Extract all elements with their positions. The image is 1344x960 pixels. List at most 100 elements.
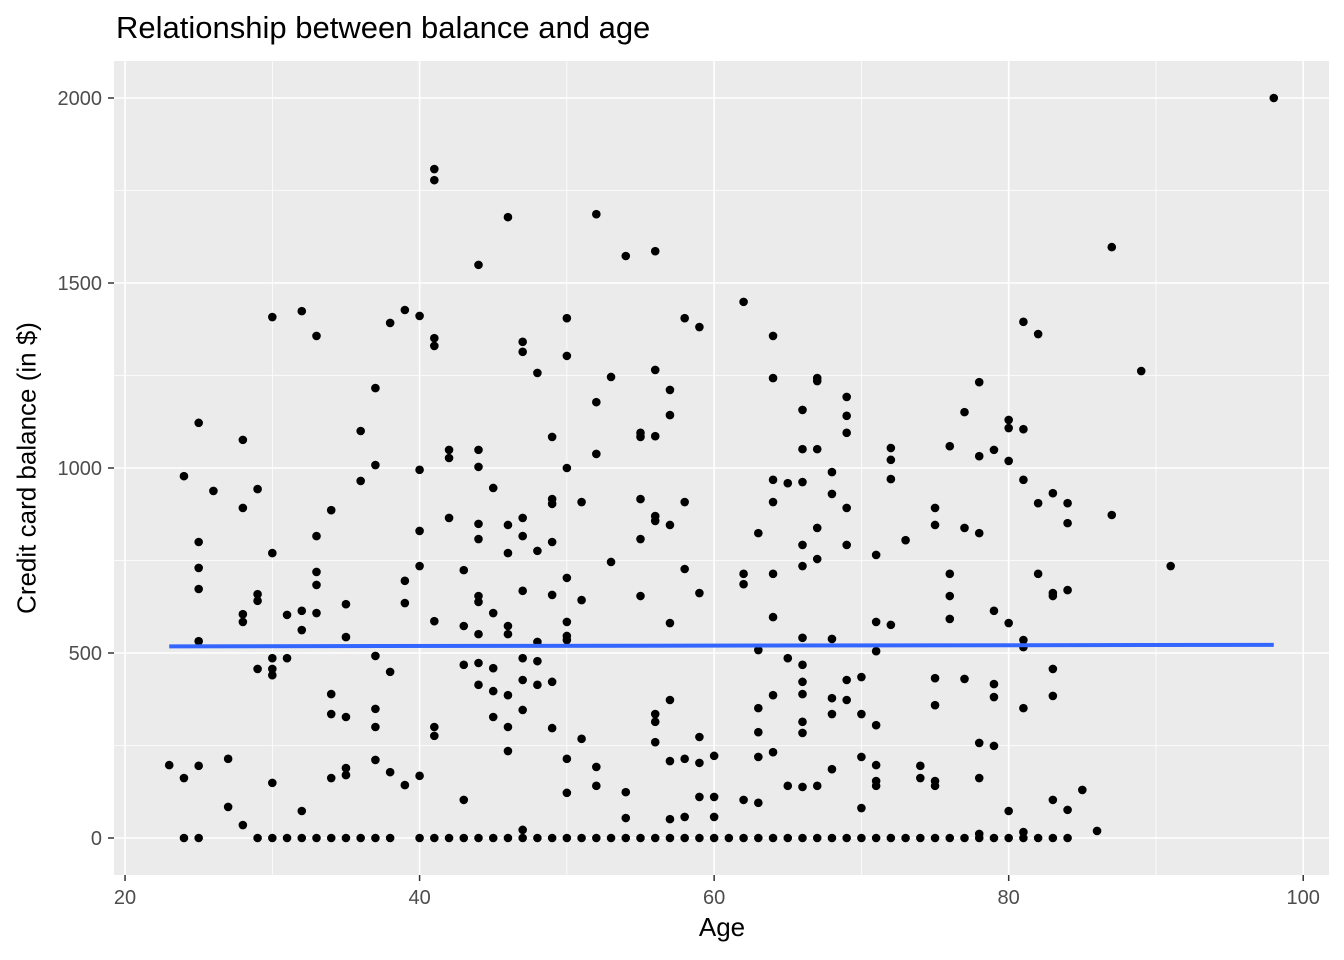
data-point bbox=[518, 337, 527, 347]
data-point bbox=[989, 741, 999, 751]
data-point bbox=[268, 653, 277, 663]
data-point bbox=[312, 580, 321, 590]
data-point bbox=[547, 499, 557, 509]
data-point bbox=[312, 833, 321, 843]
data-point bbox=[754, 528, 763, 538]
data-point bbox=[488, 663, 498, 673]
data-point bbox=[827, 467, 837, 477]
data-point bbox=[1063, 585, 1072, 595]
data-point bbox=[268, 670, 277, 680]
data-point bbox=[194, 537, 203, 547]
data-point bbox=[474, 519, 483, 529]
data-point bbox=[547, 590, 557, 600]
y-tick-label: 2000 bbox=[58, 88, 103, 110]
data-point bbox=[871, 833, 881, 843]
data-point bbox=[444, 513, 454, 523]
data-point bbox=[798, 561, 807, 571]
data-point bbox=[945, 441, 955, 451]
data-point bbox=[768, 331, 778, 341]
data-point bbox=[665, 520, 675, 530]
data-point bbox=[783, 478, 793, 488]
data-point bbox=[916, 761, 925, 771]
data-point bbox=[400, 598, 410, 608]
data-point bbox=[253, 833, 262, 843]
data-point bbox=[974, 833, 984, 843]
data-point bbox=[680, 812, 689, 822]
data-point bbox=[297, 606, 307, 616]
data-point bbox=[709, 792, 719, 802]
data-point bbox=[842, 428, 851, 438]
data-point bbox=[974, 773, 984, 783]
data-point bbox=[518, 653, 527, 663]
data-point bbox=[636, 494, 645, 504]
data-point bbox=[194, 761, 203, 771]
data-point bbox=[503, 690, 513, 700]
data-point bbox=[297, 833, 307, 843]
data-point bbox=[488, 686, 498, 696]
data-point bbox=[709, 812, 719, 822]
data-point bbox=[945, 833, 955, 843]
data-point bbox=[783, 833, 793, 843]
data-point bbox=[636, 432, 645, 442]
regression-line-group bbox=[169, 642, 1274, 649]
data-point bbox=[444, 445, 454, 455]
data-point bbox=[709, 833, 719, 843]
data-point bbox=[268, 833, 277, 843]
data-point bbox=[474, 597, 483, 607]
data-point bbox=[592, 781, 601, 791]
data-point bbox=[1004, 618, 1013, 628]
data-point bbox=[665, 618, 675, 628]
data-point bbox=[430, 175, 439, 185]
data-point bbox=[253, 664, 262, 674]
data-point bbox=[650, 717, 660, 727]
data-point bbox=[415, 311, 424, 321]
data-point bbox=[474, 680, 483, 690]
data-point bbox=[842, 411, 851, 421]
data-point bbox=[503, 520, 513, 530]
data-point bbox=[842, 540, 851, 550]
data-point bbox=[960, 523, 969, 533]
x-tick-label: 80 bbox=[998, 887, 1020, 909]
data-point bbox=[503, 722, 513, 732]
regression-line bbox=[169, 642, 1274, 649]
data-point bbox=[592, 209, 601, 219]
data-point bbox=[842, 503, 851, 513]
data-point bbox=[812, 833, 822, 843]
data-point bbox=[886, 833, 896, 843]
data-point bbox=[341, 632, 351, 642]
data-point bbox=[415, 526, 424, 536]
data-point bbox=[621, 813, 631, 823]
data-point bbox=[179, 471, 189, 481]
data-point bbox=[547, 833, 557, 843]
data-point bbox=[739, 795, 748, 805]
data-point bbox=[547, 723, 557, 733]
data-point bbox=[871, 617, 881, 627]
y-tick-label: 500 bbox=[69, 643, 102, 665]
data-point bbox=[695, 588, 704, 598]
data-point bbox=[871, 550, 881, 560]
data-point bbox=[812, 781, 822, 791]
data-point bbox=[842, 392, 851, 402]
data-point bbox=[974, 377, 984, 387]
data-point bbox=[547, 677, 557, 687]
data-point bbox=[871, 720, 881, 730]
data-point bbox=[1033, 329, 1043, 339]
data-point bbox=[798, 689, 807, 699]
y-axis-label: Credit card balance (in $) bbox=[11, 322, 42, 614]
data-point bbox=[798, 717, 807, 727]
data-point bbox=[754, 645, 763, 655]
data-point bbox=[974, 528, 984, 538]
data-point bbox=[562, 463, 572, 473]
data-point bbox=[901, 833, 910, 843]
data-point bbox=[1019, 317, 1028, 327]
data-point bbox=[400, 780, 410, 790]
data-point bbox=[1019, 833, 1028, 843]
data-point bbox=[209, 486, 218, 496]
data-point bbox=[371, 833, 380, 843]
data-point bbox=[503, 629, 513, 639]
data-point bbox=[488, 833, 498, 843]
data-point bbox=[606, 372, 616, 382]
data-point bbox=[842, 695, 851, 705]
data-point bbox=[562, 313, 572, 323]
